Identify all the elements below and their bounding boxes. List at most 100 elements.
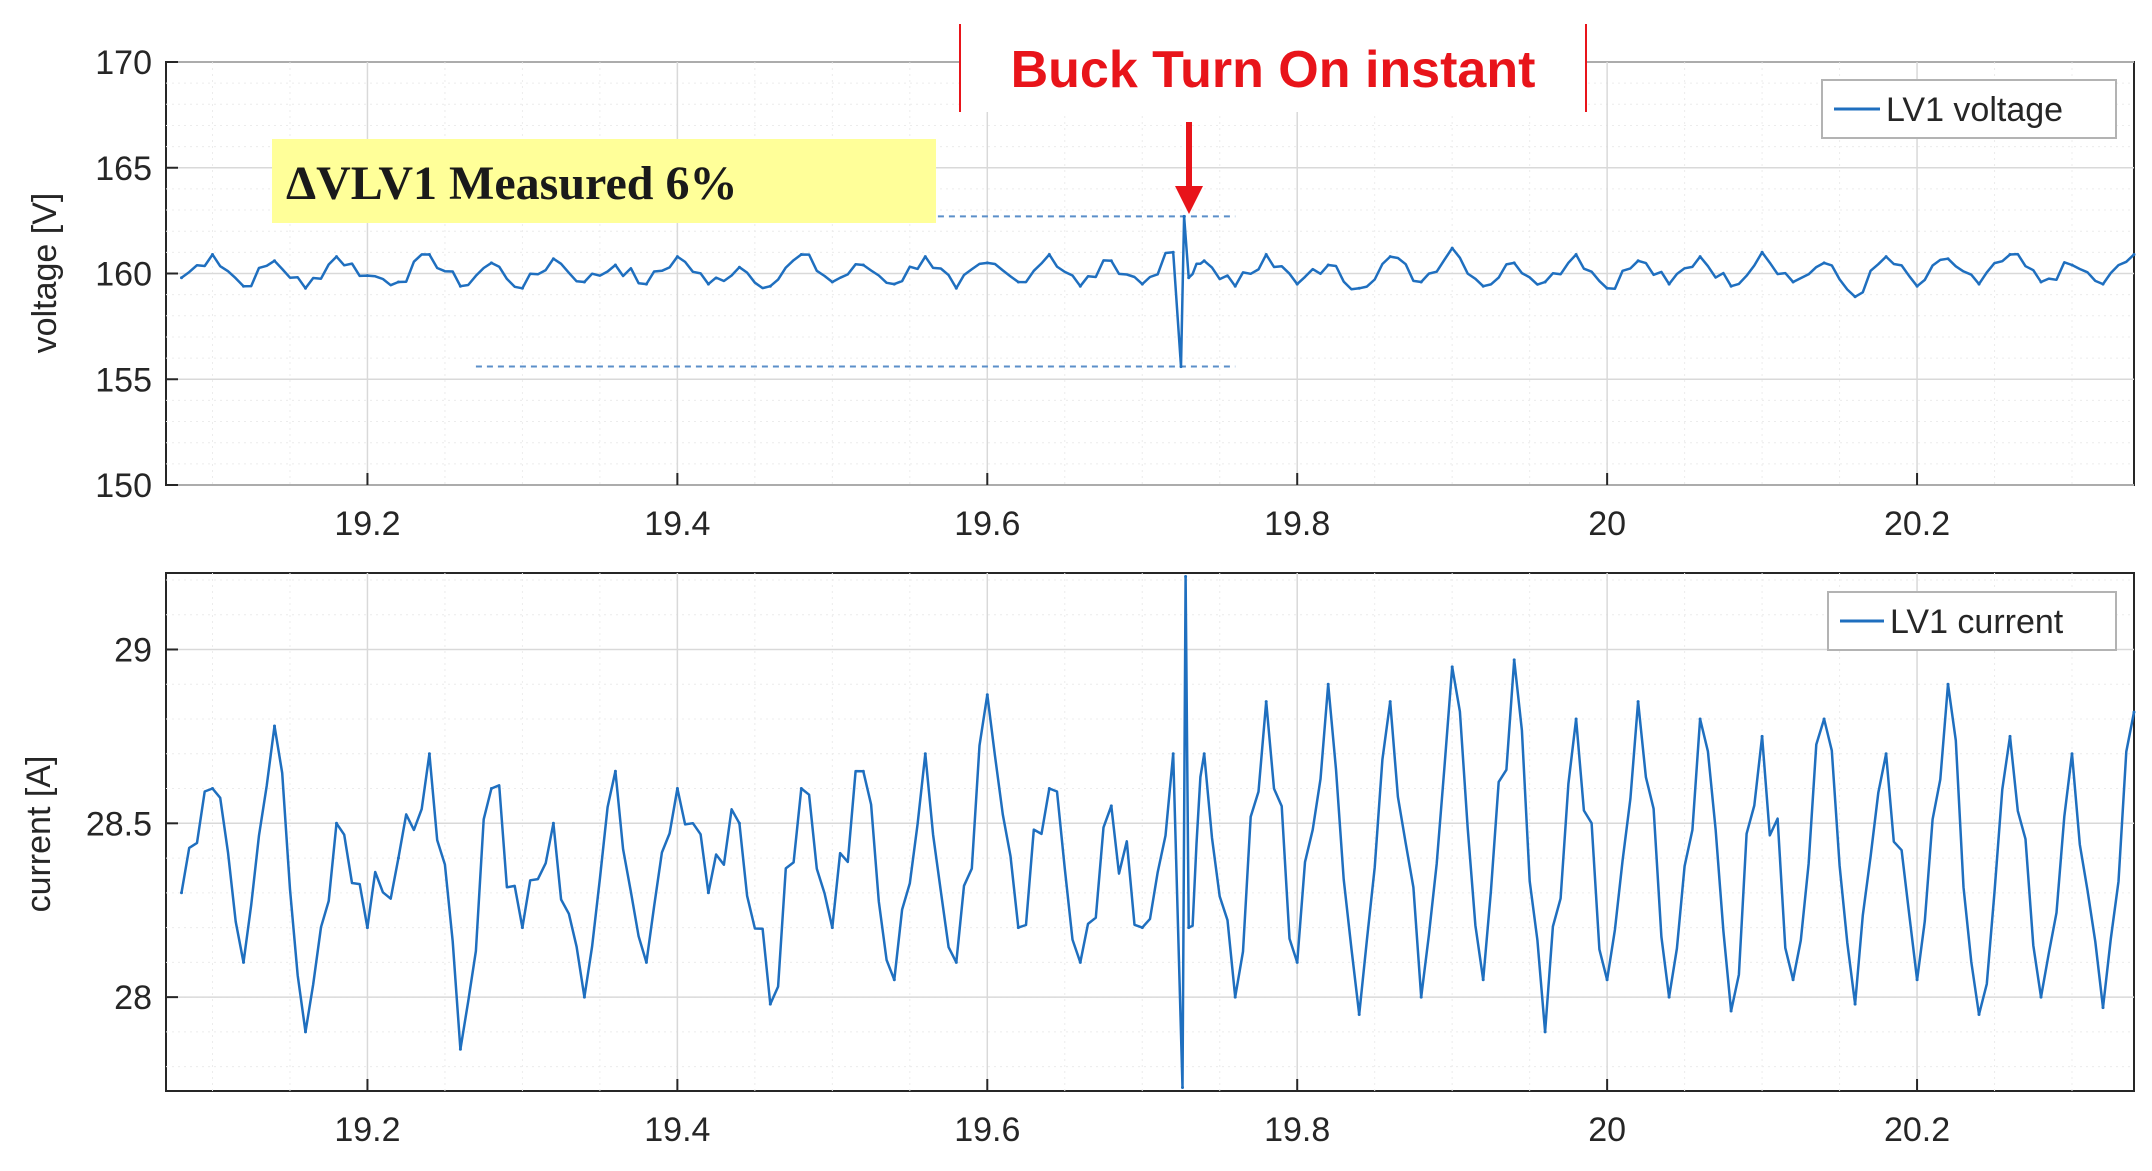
current-data-point (1450, 665, 1454, 669)
current-data-point (923, 752, 927, 756)
buck-turn-on-annotation: Buck Turn On instant (959, 24, 1587, 214)
current-data-point (1853, 1002, 1857, 1006)
current-data-point (1791, 978, 1795, 982)
current-data-point (1419, 995, 1423, 999)
current-data-point (1388, 700, 1392, 704)
voltage-data-point (1171, 250, 1175, 254)
voltage-data-point (1977, 282, 1981, 286)
current-data-point (180, 891, 183, 895)
current-data-point (1729, 1009, 1733, 1013)
voltage-data-point (1295, 282, 1299, 286)
current-y-tick-label: 29 (114, 631, 152, 669)
current-data-point (1078, 960, 1082, 964)
current-x-tick-label: 20 (1588, 1111, 1626, 1149)
current-data-point (1760, 734, 1764, 738)
voltage-data-point (365, 274, 369, 278)
current-legend: LV1 current (1827, 591, 2117, 651)
current-data-point (1140, 926, 1144, 930)
current-data-point (1326, 682, 1330, 686)
voltage-data-point (2070, 263, 2074, 267)
voltage-y-tick-label: 160 (95, 256, 152, 294)
current-data-point (1202, 752, 1206, 756)
voltage-data-point (1853, 295, 1857, 299)
current-data-point (892, 978, 896, 982)
current-data-point (489, 787, 493, 790)
current-data-point (273, 724, 276, 728)
current-data-point (2101, 1006, 2105, 1010)
current-data-point (799, 787, 803, 790)
voltage-x-tick-label: 19.8 (1264, 505, 1330, 543)
current-data-point (2070, 752, 2074, 756)
current-data-point (1512, 658, 1516, 662)
current-x-tick-label: 19.2 (334, 1111, 400, 1149)
current-x-tick-label: 19.6 (954, 1111, 1020, 1149)
voltage-data-point (1946, 257, 1950, 261)
voltage-data-point (2008, 253, 2012, 256)
voltage-data-point (304, 286, 307, 290)
current-x-tick-label: 20.2 (1884, 1111, 1950, 1149)
voltage-x-tick-label: 20.2 (1884, 505, 1950, 543)
voltage-data-point (1388, 255, 1392, 259)
current-panel: 19.2 19.4 19.6 19.8 20 20.2 28 28.5 29 current [… (20, 572, 2136, 1149)
current-data-point (1605, 978, 1609, 982)
event-label: Buck Turn On instant (1011, 41, 1536, 99)
measurement-label: ΔVLV1 Measured 6% (286, 157, 737, 210)
voltage-data-point (1233, 284, 1237, 288)
voltage-data-point (675, 255, 679, 259)
current-data-point (861, 769, 865, 773)
voltage-data-point (799, 253, 803, 256)
voltage-data-point (1140, 282, 1144, 286)
current-x-tick-label: 19.8 (1264, 1111, 1330, 1149)
voltage-data-point (706, 282, 710, 286)
voltage-data-point (1264, 253, 1268, 256)
current-data-point (458, 1047, 462, 1051)
current-data-point (1233, 995, 1237, 999)
current-data-point (582, 995, 586, 999)
voltage-panel: 19.2 19.4 19.6 19.8 20 20.2 150 155 160 165 170 vo… (26, 44, 2136, 543)
voltage-data-point (458, 284, 462, 288)
voltage-data-point (830, 280, 834, 284)
voltage-grid (166, 61, 2134, 486)
voltage-data-point (1760, 250, 1764, 254)
voltage-data-point (211, 253, 214, 256)
voltage-data-point (768, 284, 772, 288)
current-data-point (1543, 1030, 1547, 1034)
voltage-data-point (737, 265, 741, 269)
current-grid (166, 573, 2134, 1091)
current-data-point (675, 787, 679, 790)
voltage-data-point (1481, 284, 1485, 288)
current-data-point (768, 1002, 772, 1006)
voltage-data-point (520, 286, 524, 290)
current-data-point (985, 693, 989, 697)
current-data-point (1574, 717, 1578, 721)
voltage-data-point (180, 276, 183, 280)
current-data-point (1047, 787, 1051, 790)
voltage-data-point (396, 280, 400, 284)
current-data-point (1109, 804, 1113, 808)
voltage-y-axis-label: voltage [V] (26, 193, 64, 354)
event-label-background (960, 24, 1586, 112)
current-data-point (1357, 1013, 1361, 1016)
current-data-point (1667, 995, 1671, 999)
voltage-x-tick-label: 19.4 (644, 505, 710, 543)
voltage-data-point (2039, 280, 2043, 284)
current-data-point (706, 891, 710, 895)
voltage-y-tick-label: 170 (95, 44, 152, 82)
current-data-point (1822, 717, 1826, 721)
current-data-point (954, 960, 958, 964)
voltage-data-point (1016, 280, 1020, 284)
voltage-data-point (1109, 259, 1113, 263)
voltage-data-point (954, 286, 958, 290)
voltage-data-point (1078, 284, 1082, 288)
current-data-point (2008, 734, 2012, 738)
voltage-data-point (1791, 280, 1795, 284)
voltage-data-point (1357, 286, 1361, 290)
voltage-data-point (1047, 253, 1051, 256)
voltage-data-point (242, 284, 245, 288)
current-data-point (396, 856, 400, 860)
current-data-point (830, 926, 834, 930)
voltage-y-tick-label: 155 (95, 361, 152, 399)
current-series (180, 575, 2136, 1089)
current-data-point (1171, 752, 1175, 756)
